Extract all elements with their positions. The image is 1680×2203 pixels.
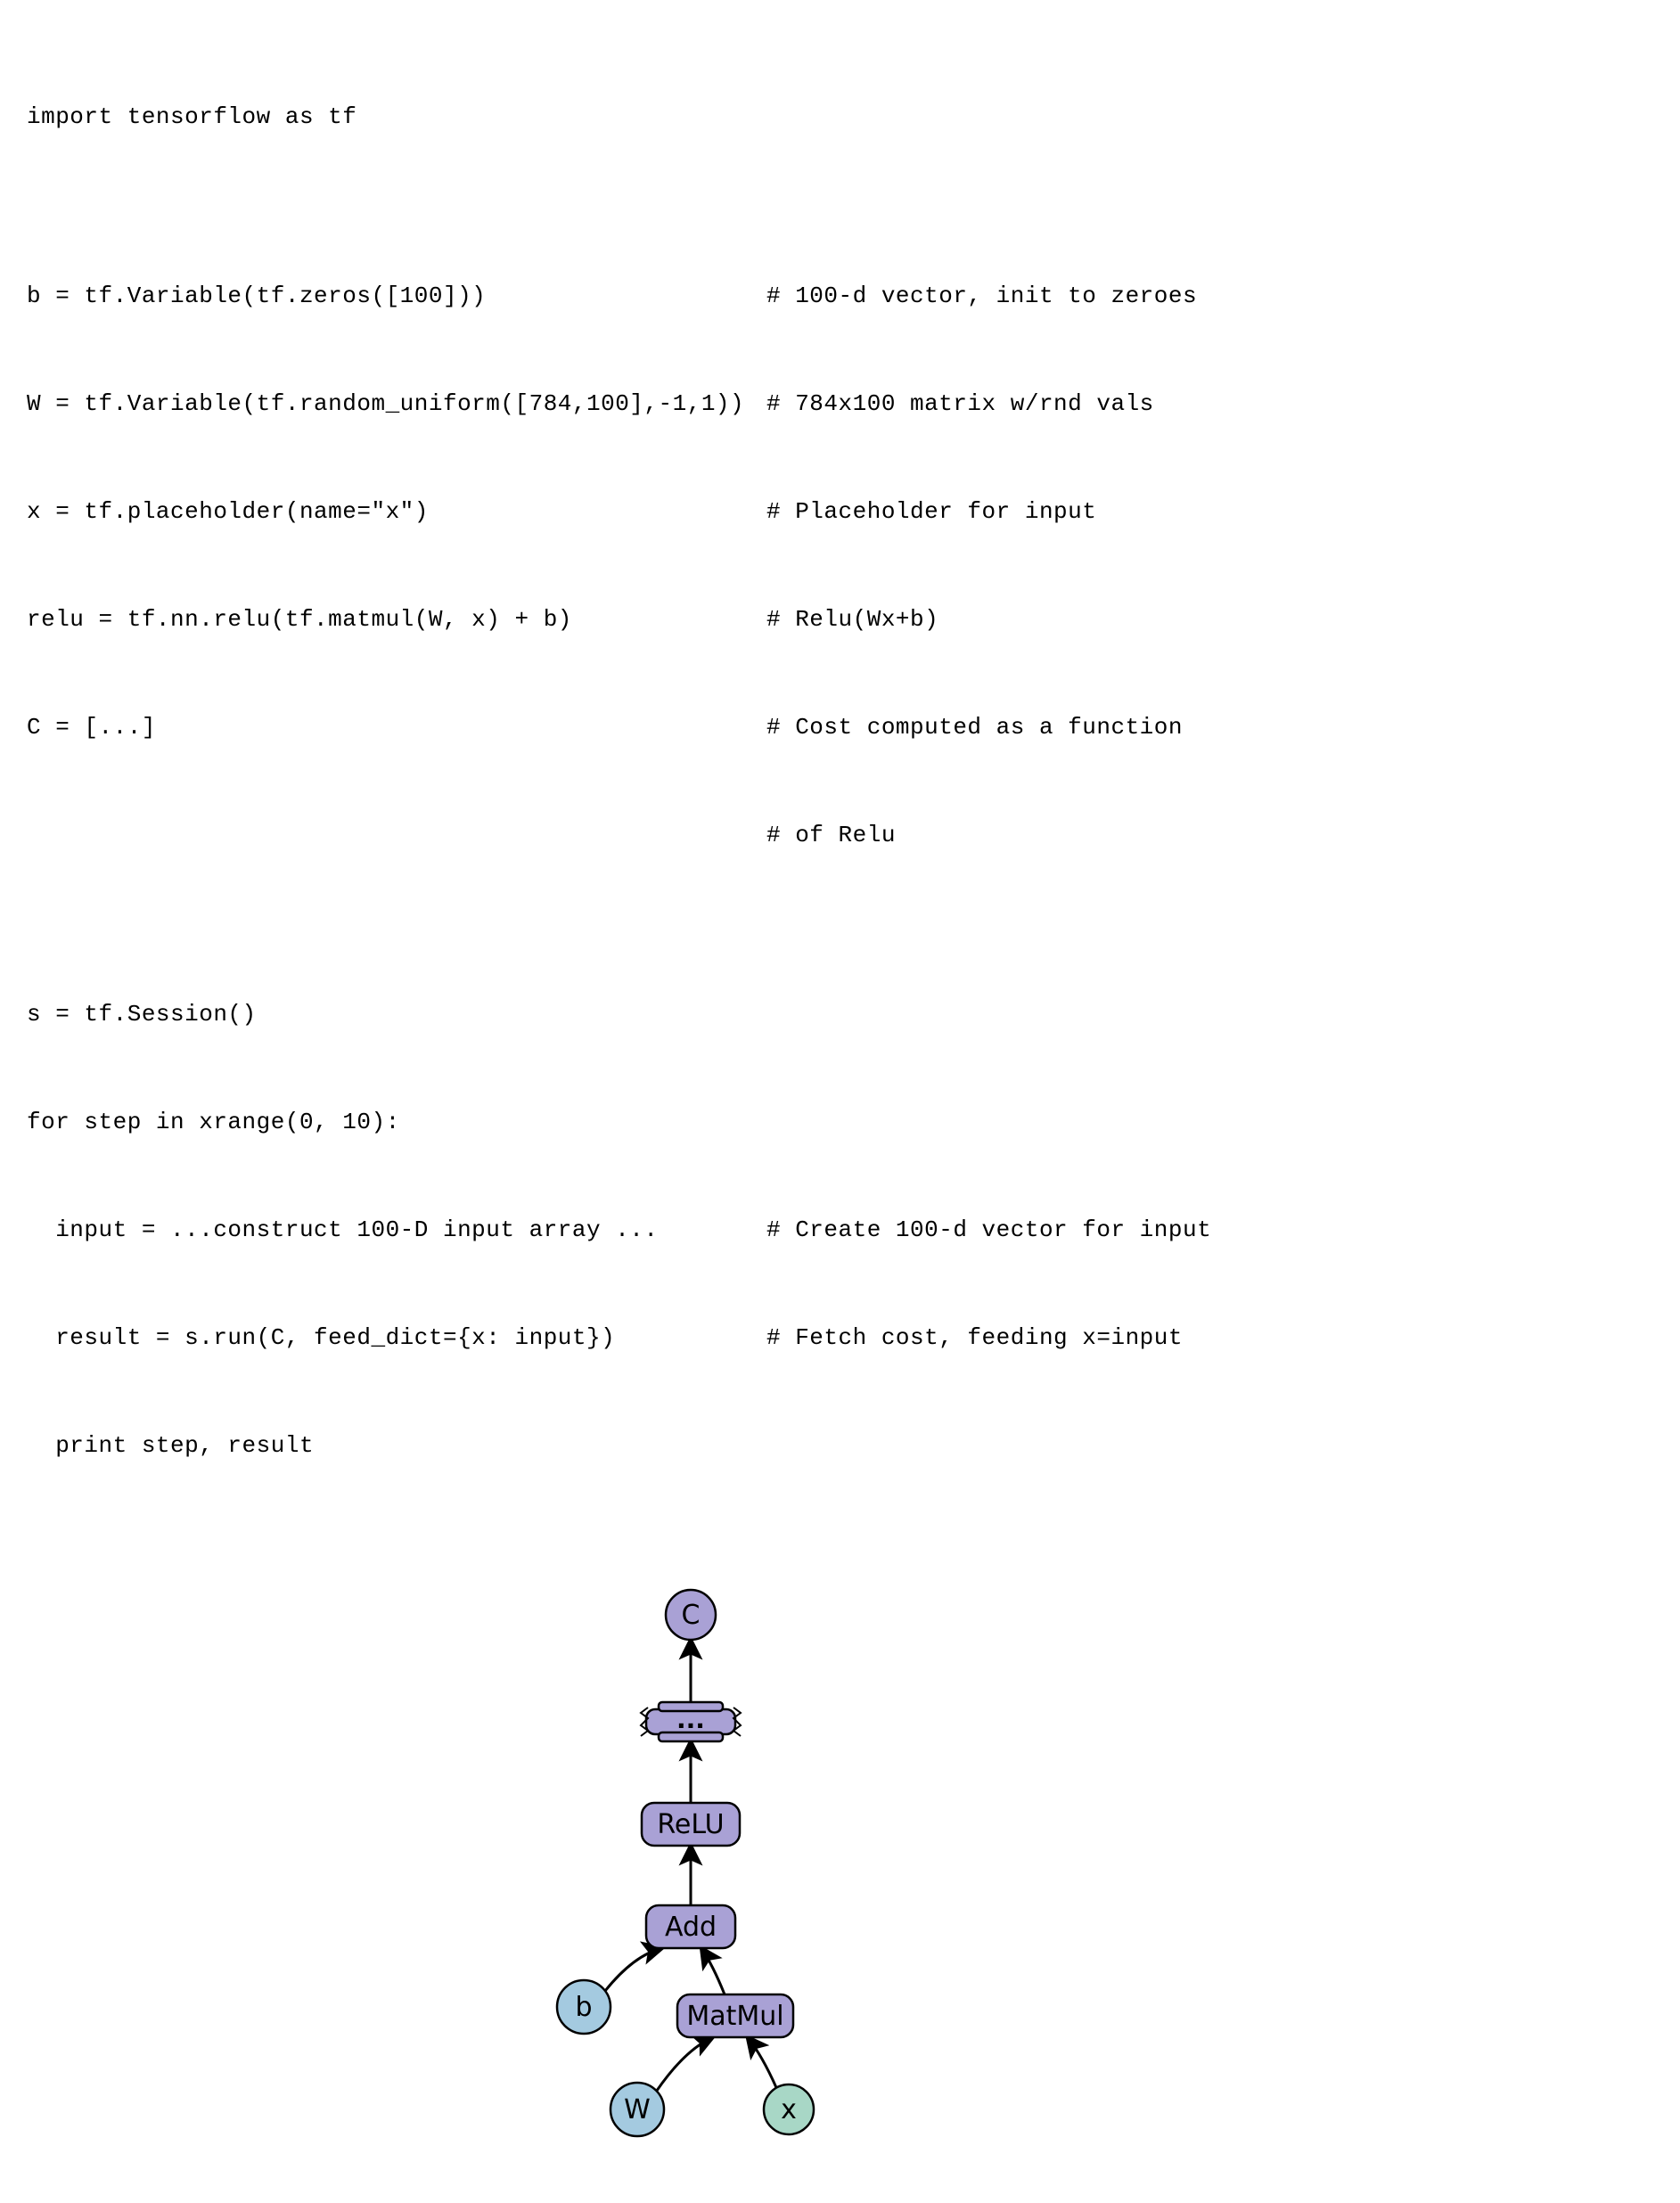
code-line-3: W = tf.Variable(tf.random_uniform([784,1… bbox=[27, 386, 1653, 422]
graph-node-W: W bbox=[611, 2083, 664, 2136]
graph-node-x: x bbox=[764, 2084, 814, 2134]
graph-node-label: MatMul bbox=[686, 2001, 783, 2032]
code-comment: # Placeholder for input bbox=[766, 494, 1653, 529]
code-comment: # 784x100 matrix w/rnd vals bbox=[766, 386, 1653, 422]
code-left: s = tf.Session() bbox=[27, 996, 766, 1032]
graph-node-MatMul: MatMul bbox=[677, 1994, 793, 2037]
code-line-0: import tensorflow as tf bbox=[27, 99, 1653, 135]
code-line-4: x = tf.placeholder(name="x")# Placeholde… bbox=[27, 494, 1653, 529]
svg-text:...: ... bbox=[676, 1705, 705, 1734]
graph-node-label: ReLU bbox=[657, 1809, 724, 1840]
computation-graph-container: C... ReLU Add b MatMul Wx bbox=[27, 1579, 1680, 2150]
graph-node-collapsed: ... bbox=[641, 1702, 741, 1741]
code-listing: import tensorflow as tf b = tf.Variable(… bbox=[27, 27, 1653, 1535]
code-left: for step in xrange(0, 10): bbox=[27, 1104, 766, 1140]
code-comment bbox=[766, 99, 1653, 135]
code-left: W = tf.Variable(tf.random_uniform([784,1… bbox=[27, 386, 766, 422]
code-line-12: result = s.run(C, feed_dict={x: input})#… bbox=[27, 1320, 1653, 1355]
graph-node-ReLU: ReLU bbox=[642, 1803, 740, 1846]
graph-node-label: b bbox=[575, 1992, 592, 2023]
code-left: print step, result bbox=[27, 1428, 766, 1463]
code-comment: # 100-d vector, init to zeroes bbox=[766, 278, 1653, 314]
code-left bbox=[27, 817, 766, 853]
code-comment: # Create 100-d vector for input bbox=[766, 1212, 1653, 1248]
code-line-9: s = tf.Session() bbox=[27, 996, 1653, 1032]
graph-node-label: W bbox=[624, 2094, 651, 2125]
graph-edge bbox=[657, 2037, 713, 2091]
graph-node-Add: Add bbox=[646, 1905, 735, 1948]
code-comment bbox=[766, 996, 1653, 1032]
code-comment: # Fetch cost, feeding x=input bbox=[766, 1320, 1653, 1355]
code-comment: # Cost computed as a function bbox=[766, 709, 1653, 745]
graph-edge bbox=[701, 1948, 725, 1994]
graph-node-label: x bbox=[781, 2094, 797, 2125]
code-comment: # Relu(Wx+b) bbox=[766, 602, 1653, 637]
code-comment: # of Relu bbox=[766, 817, 1653, 853]
code-comment bbox=[766, 1104, 1653, 1140]
code-left: import tensorflow as tf bbox=[27, 99, 766, 135]
code-left: x = tf.placeholder(name="x") bbox=[27, 494, 766, 529]
code-line-7: # of Relu bbox=[27, 817, 1653, 853]
code-comment bbox=[766, 1428, 1653, 1463]
code-line-11: input = ...construct 100-D input array .… bbox=[27, 1212, 1653, 1248]
code-line-6: C = [...]# Cost computed as a function bbox=[27, 709, 1653, 745]
graph-edge bbox=[605, 1948, 662, 1991]
code-line-5: relu = tf.nn.relu(tf.matmul(W, x) + b)# … bbox=[27, 602, 1653, 637]
code-left: C = [...] bbox=[27, 709, 766, 745]
graph-node-label: Add bbox=[665, 1912, 717, 1943]
code-line-2: b = tf.Variable(tf.zeros([100]))# 100-d … bbox=[27, 278, 1653, 314]
graph-node-C: C bbox=[666, 1590, 716, 1640]
graph-node-label: C bbox=[682, 1600, 701, 1631]
graph-node-b: b bbox=[557, 1980, 611, 2034]
code-left: result = s.run(C, feed_dict={x: input}) bbox=[27, 1320, 766, 1355]
code-line-10: for step in xrange(0, 10): bbox=[27, 1104, 1653, 1140]
code-line-13: print step, result bbox=[27, 1428, 1653, 1463]
page-root: import tensorflow as tf b = tf.Variable(… bbox=[0, 0, 1680, 2203]
code-left: relu = tf.nn.relu(tf.matmul(W, x) + b) bbox=[27, 602, 766, 637]
code-left: input = ...construct 100-D input array .… bbox=[27, 1212, 766, 1248]
code-left: b = tf.Variable(tf.zeros([100])) bbox=[27, 278, 766, 314]
computation-graph: C... ReLU Add b MatMul Wx bbox=[508, 1579, 882, 2150]
graph-edge bbox=[748, 2037, 776, 2088]
